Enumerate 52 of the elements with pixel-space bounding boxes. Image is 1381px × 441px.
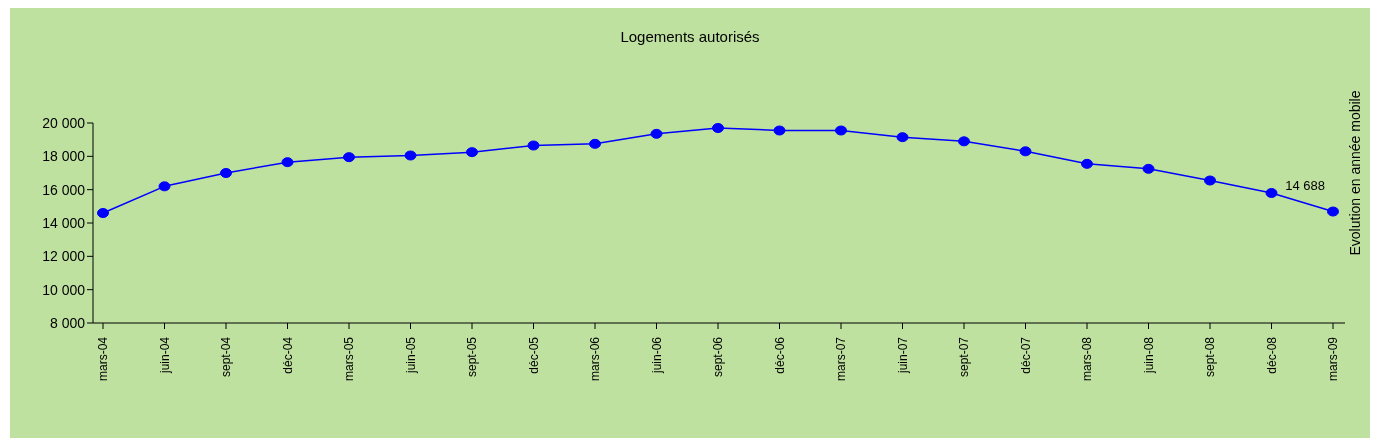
x-tick-label: mars-08 — [1080, 336, 1094, 382]
x-tick-label: juin-05 — [403, 336, 418, 375]
x-tick-label: déc-05 — [526, 336, 541, 374]
x-tick-label: juin-08 — [1141, 336, 1156, 375]
y-tick-label: 16 000 — [42, 181, 86, 198]
point — [466, 147, 478, 158]
point — [220, 168, 232, 178]
point — [712, 123, 724, 133]
x-tick-label: sept-05 — [465, 336, 479, 378]
y-tick-label: 8 000 — [49, 314, 86, 331]
point — [650, 128, 663, 139]
x-tick-label: sept-04 — [219, 336, 233, 378]
y2-axis-title: Evolution en année mobile — [1347, 90, 1363, 256]
chart-title: Logements autorisés — [619, 28, 761, 45]
point — [1142, 163, 1155, 174]
point — [773, 125, 786, 136]
x-tick-label: déc-06 — [772, 336, 787, 374]
y-tick-label: 20 000 — [42, 114, 86, 131]
x-tick-label: juin-06 — [649, 336, 664, 375]
x-tick-label: mars-09 — [1326, 336, 1340, 382]
x-tick-label: sept-06 — [711, 336, 725, 378]
point — [589, 138, 601, 149]
x-tick-label: déc-07 — [1018, 336, 1033, 374]
x-tick-label: juin-04 — [157, 336, 172, 375]
point — [1081, 158, 1093, 169]
point — [835, 125, 847, 136]
x-tick-label: mars-04 — [96, 336, 110, 382]
x-tick-label: sept-07 — [957, 336, 971, 378]
point — [896, 132, 909, 143]
data-label: 14 688 — [1285, 177, 1325, 193]
point — [281, 157, 294, 168]
point — [527, 140, 540, 151]
x-tick-label: mars-06 — [588, 336, 602, 382]
x-tick-label: déc-04 — [280, 336, 295, 374]
x-tick-label: juin-07 — [895, 336, 910, 375]
point — [1204, 175, 1216, 186]
y-tick-label: 18 000 — [42, 148, 86, 165]
point — [1327, 206, 1339, 217]
y-tick-label: 14 000 — [42, 214, 86, 231]
point — [1265, 188, 1278, 198]
y-tick-label: 12 000 — [42, 248, 86, 265]
point — [958, 136, 970, 147]
x-tick-label: sept-08 — [1203, 336, 1217, 378]
point — [343, 152, 355, 163]
point — [97, 208, 109, 218]
x-tick-label: déc-08 — [1264, 336, 1279, 374]
point — [1019, 146, 1032, 157]
point — [404, 150, 417, 161]
x-tick-label: mars-05 — [342, 336, 356, 382]
x-tick-label: mars-07 — [834, 336, 848, 382]
point — [158, 181, 171, 192]
y-tick-label: 10 000 — [42, 281, 86, 298]
